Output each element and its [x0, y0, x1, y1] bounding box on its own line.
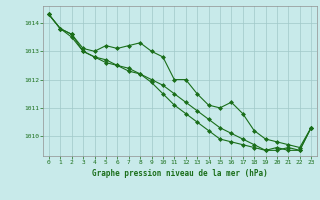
X-axis label: Graphe pression niveau de la mer (hPa): Graphe pression niveau de la mer (hPa) [92, 169, 268, 178]
